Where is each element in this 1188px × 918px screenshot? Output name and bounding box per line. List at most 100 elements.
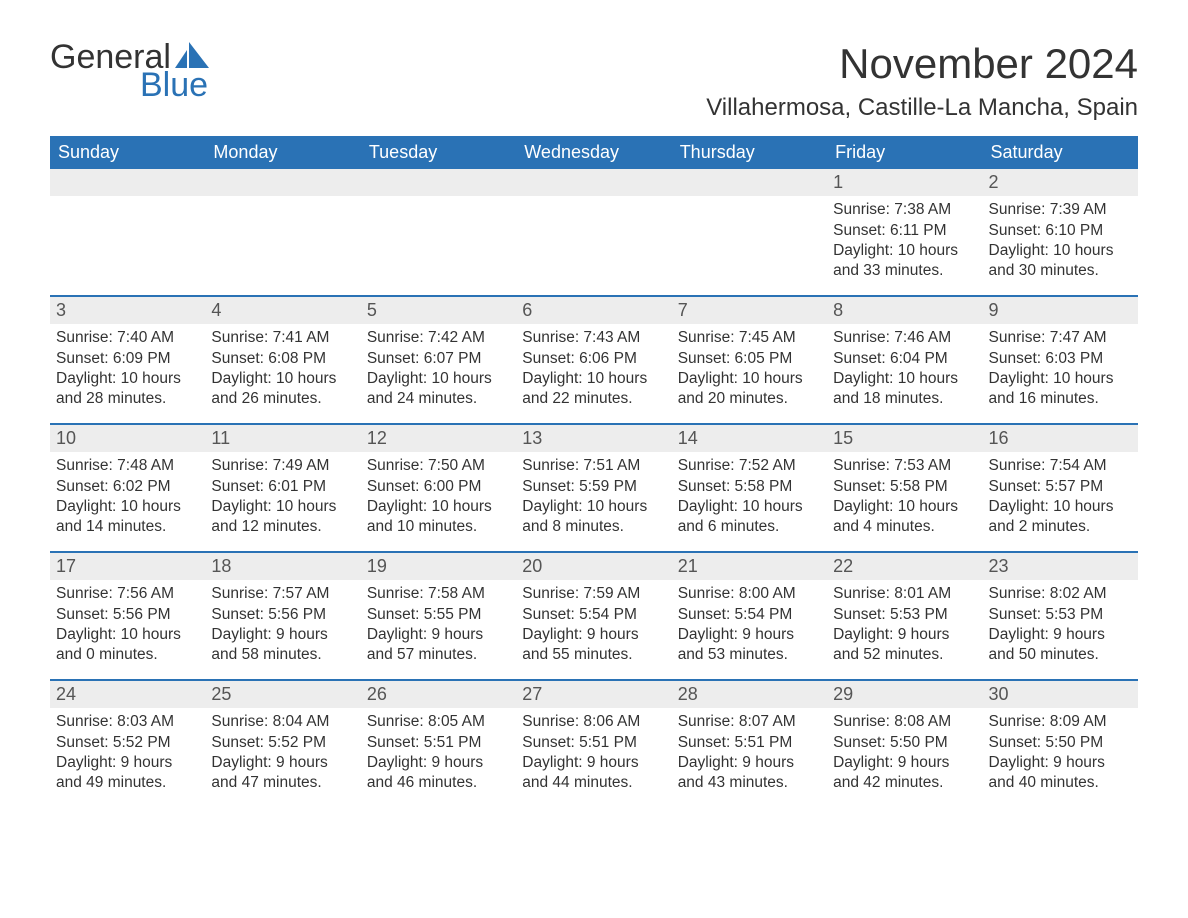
daylight-text: Daylight: 10 hours and 26 minutes. — [209, 369, 356, 409]
dow-cell: Friday — [827, 136, 982, 169]
day-cell: 24Sunrise: 8:03 AMSunset: 5:52 PMDayligh… — [50, 681, 205, 801]
day-cell: 15 Sunrise: 7:53 AMSunset: 5:58 PMDayligh… — [827, 425, 982, 545]
day-cell: 12Sunrise: 7:50 AMSunset: 6:00 PMDayligh… — [361, 425, 516, 545]
sunset-text: Sunset: 5:54 PM — [676, 605, 823, 625]
sunrise-text: Sunrise: 8:06 AM — [520, 712, 667, 732]
sunset-text: Sunset: 5:56 PM — [54, 605, 201, 625]
sunrise-text: Sunrise: 7:53 AM — [831, 456, 978, 476]
daylight-text: Daylight: 10 hours and 4 minutes. — [831, 497, 978, 537]
sunrise-text: Sunrise: 8:02 AM — [987, 584, 1134, 604]
day-cell: 1Sunrise: 7:38 AMSunset: 6:11 PMDaylight… — [827, 169, 982, 289]
day-number: . — [361, 169, 516, 196]
sunrise-text: Sunrise: 8:09 AM — [987, 712, 1134, 732]
day-number: 11 — [205, 425, 360, 452]
sunset-text: Sunset: 5:50 PM — [987, 733, 1134, 753]
day-number: 12 — [361, 425, 516, 452]
sunset-text: Sunset: 6:08 PM — [209, 349, 356, 369]
day-cell: 4 Sunrise: 7:41 AMSunset: 6:08 PMDaylight… — [205, 297, 360, 417]
day-cell: 3Sunrise: 7:40 AMSunset: 6:09 PMDaylight… — [50, 297, 205, 417]
dow-cell: Sunday — [50, 136, 205, 169]
day-cell: 10Sunrise: 7:48 AMSunset: 6:02 PMDayligh… — [50, 425, 205, 545]
day-cell: 21 Sunrise: 8:00 AMSunset: 5:54 PMDayligh… — [672, 553, 827, 673]
daylight-text: Daylight: 9 hours and 52 minutes. — [831, 625, 978, 665]
sunset-text: Sunset: 5:53 PM — [987, 605, 1134, 625]
daylight-text: Daylight: 10 hours and 14 minutes. — [54, 497, 201, 537]
day-number: 23 — [983, 553, 1138, 580]
day-number: . — [516, 169, 671, 196]
sunset-text: Sunset: 6:07 PM — [365, 349, 512, 369]
day-cell: 19Sunrise: 7:58 AMSunset: 5:55 PMDayligh… — [361, 553, 516, 673]
sunrise-text: Sunrise: 7:48 AM — [54, 456, 201, 476]
sunrise-text: Sunrise: 8:05 AM — [365, 712, 512, 732]
daylight-text: Daylight: 9 hours and 49 minutes. — [54, 753, 201, 793]
sunset-text: Sunset: 6:03 PM — [987, 349, 1134, 369]
dow-cell: Wednesday — [516, 136, 671, 169]
day-of-week-header: SundayMondayTuesdayWednesdayThursdayFrid… — [50, 136, 1138, 169]
dow-cell: Tuesday — [361, 136, 516, 169]
dow-cell: Monday — [205, 136, 360, 169]
day-cell: 23Sunrise: 8:02 AMSunset: 5:53 PMDayligh… — [983, 553, 1138, 673]
day-number: 19 — [361, 553, 516, 580]
sunset-text: Sunset: 5:50 PM — [831, 733, 978, 753]
sunrise-text: Sunrise: 7:41 AM — [209, 328, 356, 348]
sunset-text: Sunset: 6:11 PM — [831, 221, 978, 241]
sunrise-text: Sunrise: 7:57 AM — [209, 584, 356, 604]
day-cell: 11Sunrise: 7:49 AMSunset: 6:01 PMDayligh… — [205, 425, 360, 545]
day-number: 13 — [516, 425, 671, 452]
day-cell: 28Sunrise: 8:07 AMSunset: 5:51 PMDayligh… — [672, 681, 827, 801]
sunset-text: Sunset: 5:55 PM — [365, 605, 512, 625]
daylight-text: Daylight: 9 hours and 53 minutes. — [676, 625, 823, 665]
sunrise-text: Sunrise: 7:46 AM — [831, 328, 978, 348]
sunset-text: Sunset: 6:06 PM — [520, 349, 667, 369]
daylight-text: Daylight: 10 hours and 28 minutes. — [54, 369, 201, 409]
daylight-text: Daylight: 9 hours and 40 minutes. — [987, 753, 1134, 793]
day-number: 16 — [983, 425, 1138, 452]
day-cell: 17Sunrise: 7:56 AMSunset: 5:56 PMDayligh… — [50, 553, 205, 673]
sunset-text: Sunset: 5:52 PM — [209, 733, 356, 753]
sunset-text: Sunset: 5:58 PM — [831, 477, 978, 497]
day-cell: . — [516, 169, 671, 289]
day-cell: 13Sunrise: 7:51 AMSunset: 5:59 PMDayligh… — [516, 425, 671, 545]
week-row: 3Sunrise: 7:40 AMSunset: 6:09 PMDaylight… — [50, 295, 1138, 417]
daylight-text: Daylight: 9 hours and 42 minutes. — [831, 753, 978, 793]
sunset-text: Sunset: 5:51 PM — [520, 733, 667, 753]
sunset-text: Sunset: 5:53 PM — [831, 605, 978, 625]
month-title: November 2024 — [706, 40, 1138, 88]
sunset-text: Sunset: 5:57 PM — [987, 477, 1134, 497]
daylight-text: Daylight: 9 hours and 47 minutes. — [209, 753, 356, 793]
sunset-text: Sunset: 6:00 PM — [365, 477, 512, 497]
day-number: 4 — [205, 297, 360, 324]
day-number: 21 — [672, 553, 827, 580]
sunrise-text: Sunrise: 8:00 AM — [676, 584, 823, 604]
sunrise-text: Sunrise: 7:43 AM — [520, 328, 667, 348]
weeks-container: .....1Sunrise: 7:38 AMSunset: 6:11 PMDay… — [50, 169, 1138, 801]
sunrise-text: Sunrise: 7:47 AM — [987, 328, 1134, 348]
sunrise-text: Sunrise: 7:52 AM — [676, 456, 823, 476]
daylight-text: Daylight: 9 hours and 58 minutes. — [209, 625, 356, 665]
dow-cell: Thursday — [672, 136, 827, 169]
sunrise-text: Sunrise: 7:58 AM — [365, 584, 512, 604]
sunrise-text: Sunrise: 7:39 AM — [987, 200, 1134, 220]
day-number: 15 — [827, 425, 982, 452]
week-row: 10Sunrise: 7:48 AMSunset: 6:02 PMDayligh… — [50, 423, 1138, 545]
day-number: 28 — [672, 681, 827, 708]
day-number: 24 — [50, 681, 205, 708]
daylight-text: Daylight: 10 hours and 6 minutes. — [676, 497, 823, 537]
day-cell: 29Sunrise: 8:08 AMSunset: 5:50 PMDayligh… — [827, 681, 982, 801]
daylight-text: Daylight: 10 hours and 18 minutes. — [831, 369, 978, 409]
day-number: 20 — [516, 553, 671, 580]
sunset-text: Sunset: 6:02 PM — [54, 477, 201, 497]
day-cell: . — [50, 169, 205, 289]
day-number: 30 — [983, 681, 1138, 708]
day-number: 2 — [983, 169, 1138, 196]
sunset-text: Sunset: 6:10 PM — [987, 221, 1134, 241]
daylight-text: Daylight: 10 hours and 20 minutes. — [676, 369, 823, 409]
daylight-text: Daylight: 10 hours and 10 minutes. — [365, 497, 512, 537]
day-number: 9 — [983, 297, 1138, 324]
day-cell: 14Sunrise: 7:52 AMSunset: 5:58 PMDayligh… — [672, 425, 827, 545]
day-number: 25 — [205, 681, 360, 708]
week-row: 17Sunrise: 7:56 AMSunset: 5:56 PMDayligh… — [50, 551, 1138, 673]
sunset-text: Sunset: 5:54 PM — [520, 605, 667, 625]
sunrise-text: Sunrise: 7:40 AM — [54, 328, 201, 348]
sunset-text: Sunset: 6:04 PM — [831, 349, 978, 369]
